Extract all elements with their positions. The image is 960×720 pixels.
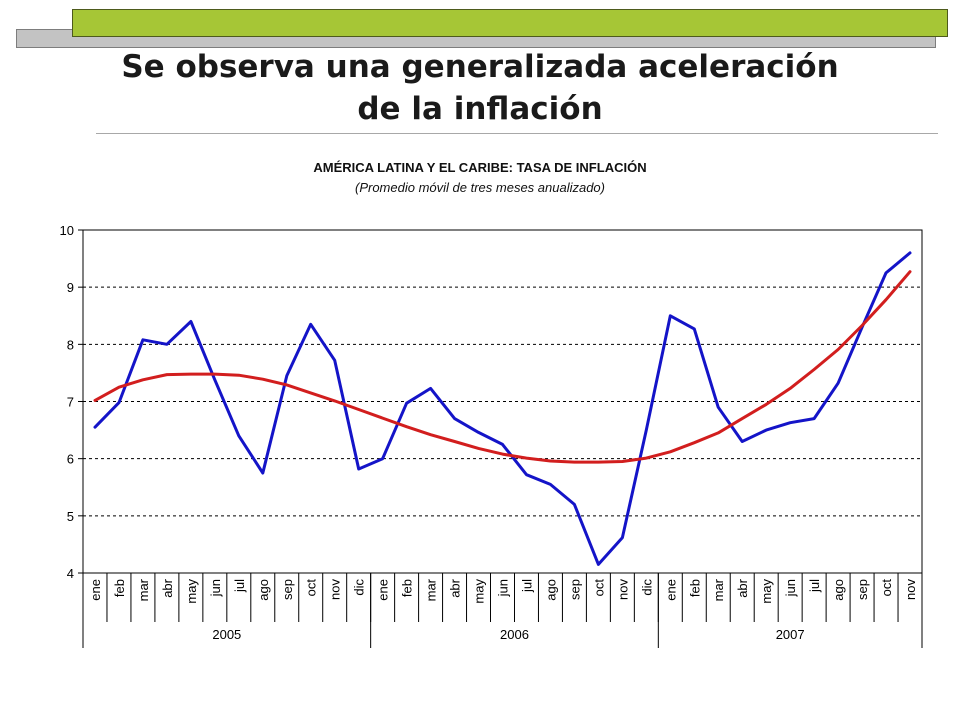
x-category-label: nov <box>328 579 343 600</box>
y-tick-label: 9 <box>67 280 74 295</box>
x-category-label: abr <box>735 578 750 597</box>
x-category-label: oct <box>304 579 319 597</box>
title-divider <box>96 133 938 134</box>
x-category-label: abr <box>160 578 175 597</box>
x-category-label: sep <box>855 579 870 600</box>
x-category-label: sep <box>280 579 295 600</box>
x-category-label: oct <box>591 579 606 597</box>
chart-title: AMÉRICA LATINA Y EL CARIBE: TASA DE INFL… <box>313 160 647 175</box>
x-category-label: mar <box>136 578 151 601</box>
series-line-red <box>93 270 912 464</box>
x-category-label: jul <box>519 579 534 593</box>
x-category-label: oct <box>879 579 894 597</box>
x-category-label: mar <box>424 578 439 601</box>
y-tick-label: 7 <box>67 395 74 410</box>
year-label: 2005 <box>212 627 241 642</box>
x-category-label: mar <box>711 578 726 601</box>
slide-title-line-1: Se observa una generalizada aceleración <box>121 49 839 85</box>
x-category-label: feb <box>112 579 127 597</box>
slide-title-line-2: de la inflación <box>357 91 603 127</box>
y-tick-label: 6 <box>67 452 74 467</box>
x-category-label: feb <box>687 579 702 597</box>
x-category-label: jul <box>232 579 247 593</box>
y-tick-label: 5 <box>67 509 74 524</box>
x-category-label: ene <box>88 579 103 601</box>
x-category-label: ago <box>543 579 558 601</box>
slide-title: Se observa una generalizada aceleración … <box>20 46 940 130</box>
x-category-label: ago <box>831 579 846 601</box>
x-category-label: nov <box>615 579 630 600</box>
x-category-label: jun <box>783 579 798 597</box>
y-tick-label: 10 <box>60 223 74 238</box>
x-category-label: jun <box>496 579 511 597</box>
x-category-label: ago <box>256 579 271 601</box>
series-line-blue <box>93 251 912 566</box>
x-category-label: ene <box>663 579 678 601</box>
x-category-label: dic <box>639 579 654 596</box>
x-category-label: ene <box>376 579 391 601</box>
x-category-label: jul <box>807 579 822 593</box>
y-tick-label: 8 <box>67 337 74 352</box>
x-category-label: may <box>759 579 774 604</box>
x-category-label: dic <box>352 579 367 596</box>
x-category-label: feb <box>400 579 415 597</box>
header-green-bar <box>72 9 948 37</box>
x-category-label: may <box>472 579 487 604</box>
year-label: 2007 <box>776 627 805 642</box>
year-label: 2006 <box>500 627 529 642</box>
x-category-label: nov <box>903 579 918 600</box>
chart-subtitle: (Promedio móvil de tres meses anualizado… <box>355 180 605 195</box>
x-category-label: jun <box>208 579 223 597</box>
x-category-label: may <box>184 579 199 604</box>
x-category-label: sep <box>567 579 582 600</box>
plot-frame <box>82 229 923 574</box>
x-category-label: abr <box>448 578 463 597</box>
y-tick-label: 4 <box>67 566 74 581</box>
